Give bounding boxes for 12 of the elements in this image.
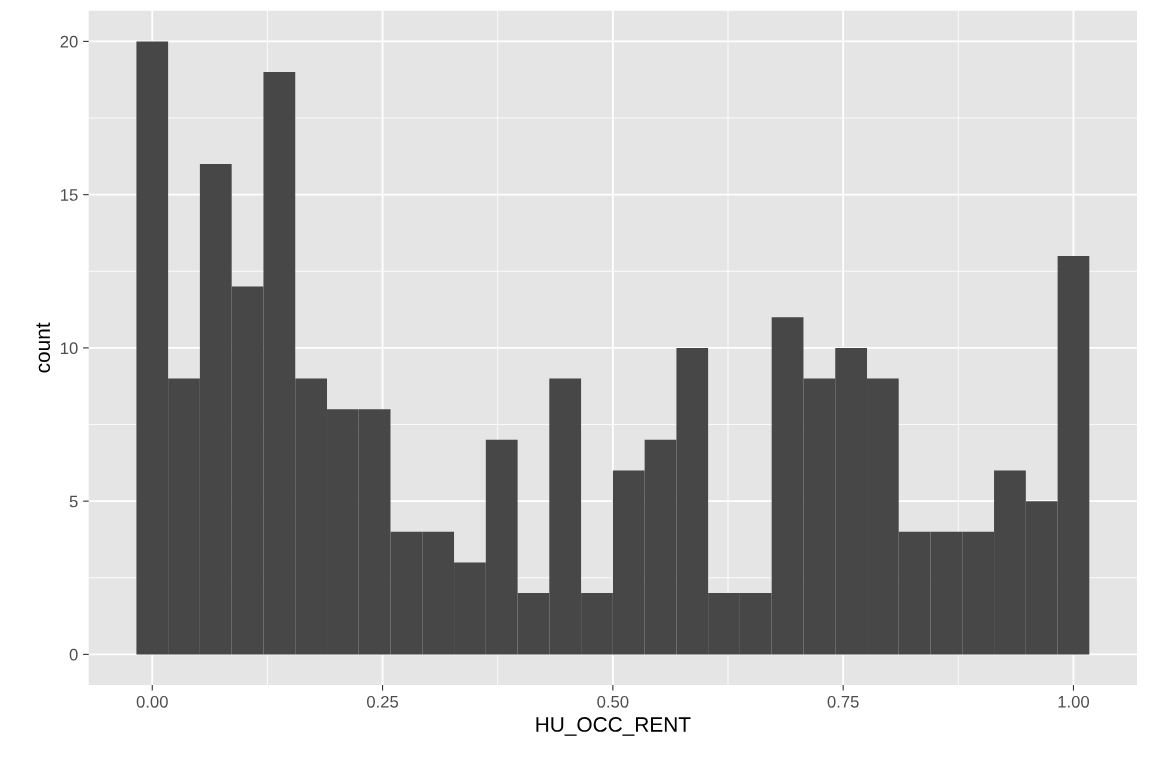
x-tick-label: 0.75 bbox=[827, 695, 859, 708]
x-axis-title: HU_OCC_RENT bbox=[536, 717, 691, 736]
y-tick-label: 10 bbox=[61, 342, 78, 355]
y-tick-label: 5 bbox=[69, 495, 78, 508]
x-tick-label: 1.00 bbox=[1058, 695, 1090, 708]
y-tick-label: 15 bbox=[61, 189, 78, 201]
x-tick-label: 0.50 bbox=[597, 695, 629, 708]
y-tick-label: 0 bbox=[69, 648, 78, 661]
y-axis-title: count bbox=[36, 322, 51, 373]
y-tick-label: 20 bbox=[60, 35, 78, 48]
x-tick-label: 0.25 bbox=[367, 695, 399, 708]
x-tick-label: 0.00 bbox=[136, 695, 168, 708]
